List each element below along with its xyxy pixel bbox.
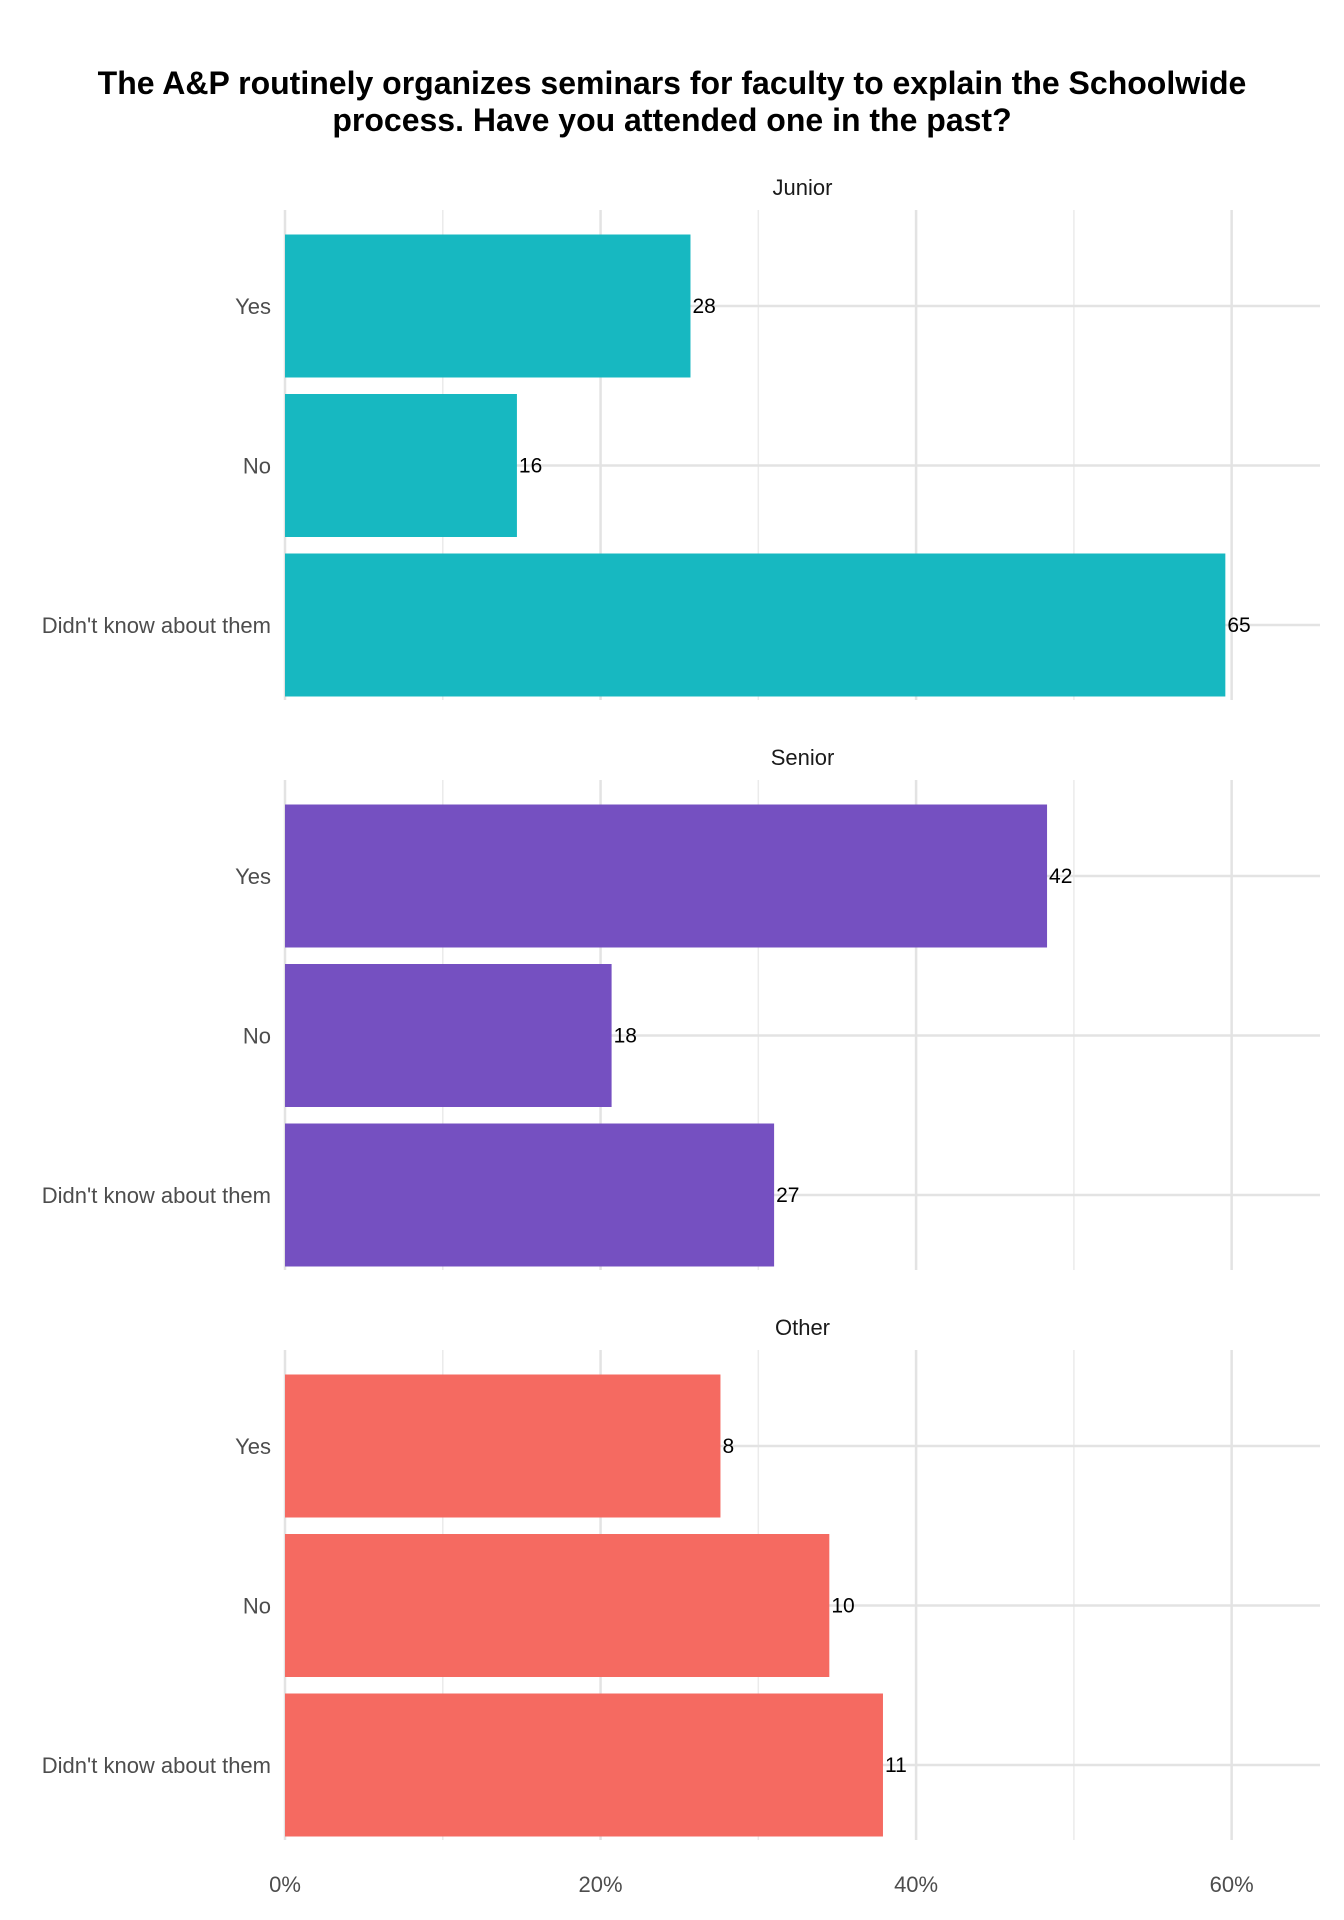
chart-title-line-1: The A&P routinely organizes seminars for… — [98, 65, 1247, 101]
bar-value-label: 16 — [519, 455, 542, 478]
bar-value-label: 10 — [831, 1595, 854, 1618]
x-tick-label: 20% — [579, 1872, 623, 1897]
bar — [285, 394, 517, 537]
bar — [285, 234, 691, 378]
y-tick-label: Yes — [235, 864, 271, 889]
bar-value-label: 18 — [614, 1025, 637, 1048]
x-tick-label: 60% — [1210, 1872, 1254, 1897]
bar — [285, 1693, 883, 1837]
facet-label: Other — [775, 1315, 830, 1340]
y-tick-label: No — [243, 1594, 271, 1619]
bar — [285, 1123, 775, 1267]
bar-value-label: 42 — [1049, 865, 1072, 888]
facet-label: Senior — [771, 745, 835, 770]
y-tick-label: Didn't know about them — [42, 1183, 271, 1208]
bar — [285, 553, 1226, 697]
chart-title-line-2: process. Have you attended one in the pa… — [332, 102, 1011, 138]
x-tick-label: 40% — [894, 1872, 938, 1897]
y-tick-label: No — [243, 1024, 271, 1049]
y-tick-label: No — [243, 454, 271, 479]
x-tick-label: 0% — [269, 1872, 301, 1897]
bar-value-label: 27 — [776, 1184, 799, 1207]
bar-value-label: 8 — [722, 1435, 734, 1458]
bar-value-label: 11 — [885, 1754, 907, 1777]
facet-panel-other: Other 8 Yes 10 No 11 Didn't know about them — [42, 1315, 1320, 1840]
facet-panel-senior: Senior 42 Yes 18 No 27 Didn't know about them — [42, 745, 1320, 1270]
facet-label: Junior — [773, 175, 833, 200]
facet-panel-junior: Junior 28 Yes 16 No 65 Didn't know about them — [42, 175, 1320, 700]
y-tick-label: Didn't know about them — [42, 613, 271, 638]
y-tick-label: Yes — [235, 294, 271, 319]
bar — [285, 964, 612, 1107]
y-tick-label: Didn't know about them — [42, 1753, 271, 1778]
bar — [285, 1374, 721, 1518]
bar-value-label: 65 — [1227, 614, 1250, 637]
bar — [285, 804, 1048, 948]
bar — [285, 1534, 830, 1677]
y-tick-label: Yes — [235, 1434, 271, 1459]
x-axis: 0% 20% 40% 60% — [269, 1872, 1254, 1897]
bar-value-label: 28 — [692, 295, 715, 318]
